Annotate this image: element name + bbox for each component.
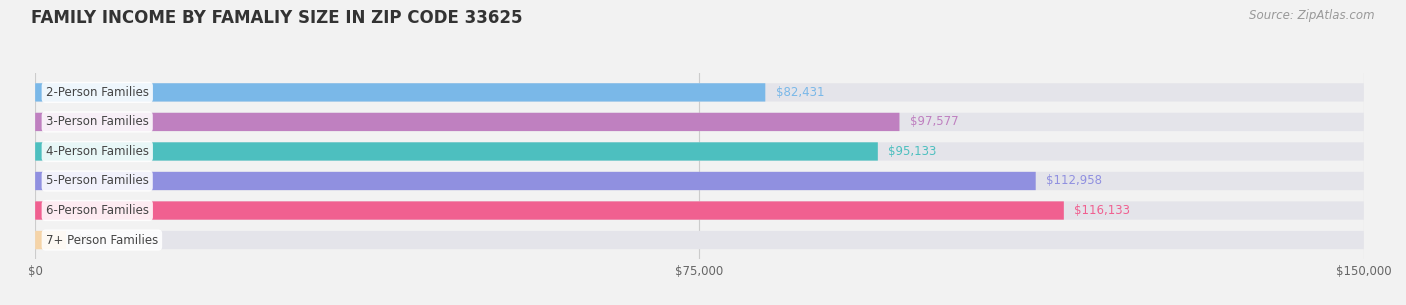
Text: $82,431: $82,431: [776, 86, 824, 99]
FancyBboxPatch shape: [35, 201, 1364, 220]
FancyBboxPatch shape: [35, 172, 1036, 190]
FancyBboxPatch shape: [35, 231, 1364, 249]
Text: $95,133: $95,133: [889, 145, 936, 158]
FancyBboxPatch shape: [35, 83, 1364, 102]
FancyBboxPatch shape: [35, 113, 1364, 131]
FancyBboxPatch shape: [35, 172, 1364, 190]
FancyBboxPatch shape: [35, 231, 66, 249]
FancyBboxPatch shape: [35, 142, 877, 161]
Text: $116,133: $116,133: [1074, 204, 1130, 217]
Text: 3-Person Families: 3-Person Families: [46, 115, 149, 128]
Text: $112,958: $112,958: [1046, 174, 1102, 188]
Text: Source: ZipAtlas.com: Source: ZipAtlas.com: [1250, 9, 1375, 22]
FancyBboxPatch shape: [35, 83, 765, 102]
Text: 2-Person Families: 2-Person Families: [46, 86, 149, 99]
Text: 5-Person Families: 5-Person Families: [46, 174, 149, 188]
FancyBboxPatch shape: [35, 113, 900, 131]
FancyBboxPatch shape: [35, 201, 1064, 220]
Text: $97,577: $97,577: [910, 115, 959, 128]
Text: 6-Person Families: 6-Person Families: [46, 204, 149, 217]
Text: 7+ Person Families: 7+ Person Families: [46, 234, 157, 246]
Text: FAMILY INCOME BY FAMALIY SIZE IN ZIP CODE 33625: FAMILY INCOME BY FAMALIY SIZE IN ZIP COD…: [31, 9, 523, 27]
Text: $0: $0: [77, 234, 91, 246]
FancyBboxPatch shape: [35, 142, 1364, 161]
Text: 4-Person Families: 4-Person Families: [46, 145, 149, 158]
